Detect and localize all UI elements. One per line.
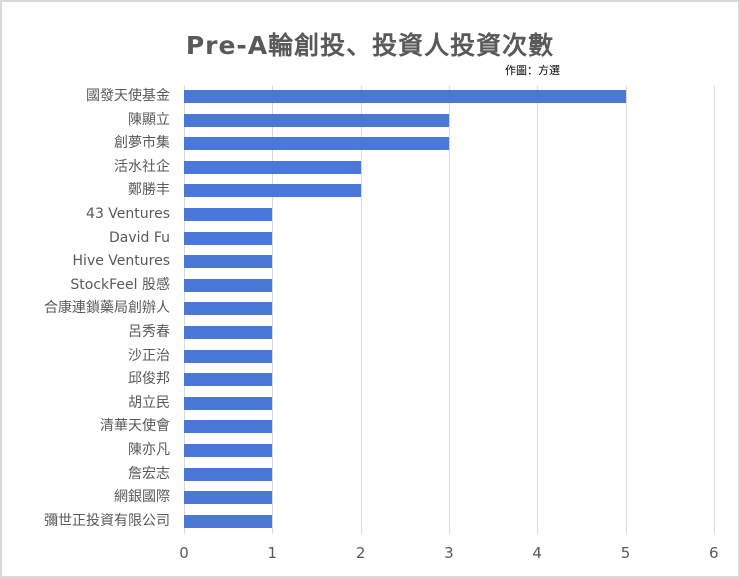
bar [184, 396, 273, 410]
chart-title: Pre-A輪創投、投資人投資次數 [185, 31, 555, 60]
bar [184, 444, 273, 457]
bar [184, 491, 273, 505]
category-label: StockFeel 股感 [70, 276, 170, 293]
chart-credit: 作圖：方選 [505, 64, 560, 77]
category-label: 詹宏志 [128, 465, 170, 482]
category-label: David Fu [108, 229, 170, 246]
gridline [360, 86, 362, 534]
category-label: 邱俊邦 [128, 371, 170, 388]
x-tick-label: 2 [355, 544, 366, 562]
category-label: 清華天使會 [100, 418, 170, 435]
bar [184, 278, 273, 292]
gridline [448, 86, 450, 534]
bar [184, 514, 273, 528]
plot-area [184, 86, 715, 534]
bar [184, 160, 361, 174]
gridline [625, 86, 627, 534]
bar [184, 231, 273, 245]
x-tick-label: 6 [709, 544, 719, 562]
gridline [537, 86, 539, 534]
bar [184, 137, 449, 151]
bar [184, 373, 273, 387]
bar [184, 302, 273, 316]
bar [184, 420, 273, 434]
category-label: 彌世正投資有限公司 [44, 512, 170, 529]
category-label: 胡立民 [128, 394, 170, 411]
category-label: 呂秀春 [128, 324, 170, 340]
category-label: 合康連鎖藥局創辦人 [44, 300, 170, 317]
x-tick-label: 3 [444, 544, 454, 562]
category-label: 活水社企 [114, 158, 170, 175]
category-label: Hive Ventures [72, 253, 170, 270]
category-label: 鄭勝丰 [128, 182, 170, 199]
x-tick-label: 5 [620, 544, 631, 562]
category-label: 國發天使基金 [86, 88, 170, 104]
category-label: 網銀國際 [114, 489, 170, 506]
bar [184, 349, 273, 363]
category-label: 43 Ventures [86, 206, 170, 222]
bar [184, 208, 273, 221]
category-label: 沙正治 [128, 347, 170, 364]
x-tick-label: 1 [267, 544, 278, 562]
bar [184, 467, 273, 481]
gridline [272, 86, 274, 534]
x-tick-label: 4 [532, 544, 542, 562]
gridline [713, 86, 715, 534]
category-label: 陳亦凡 [128, 442, 170, 458]
bar [184, 326, 273, 339]
x-tick-label: 0 [179, 544, 189, 562]
bar [184, 113, 449, 127]
bar [184, 90, 626, 103]
bar [184, 184, 361, 198]
bar [184, 255, 273, 269]
category-label: 陳顯立 [128, 111, 170, 128]
category-label: 創夢市集 [114, 135, 170, 152]
